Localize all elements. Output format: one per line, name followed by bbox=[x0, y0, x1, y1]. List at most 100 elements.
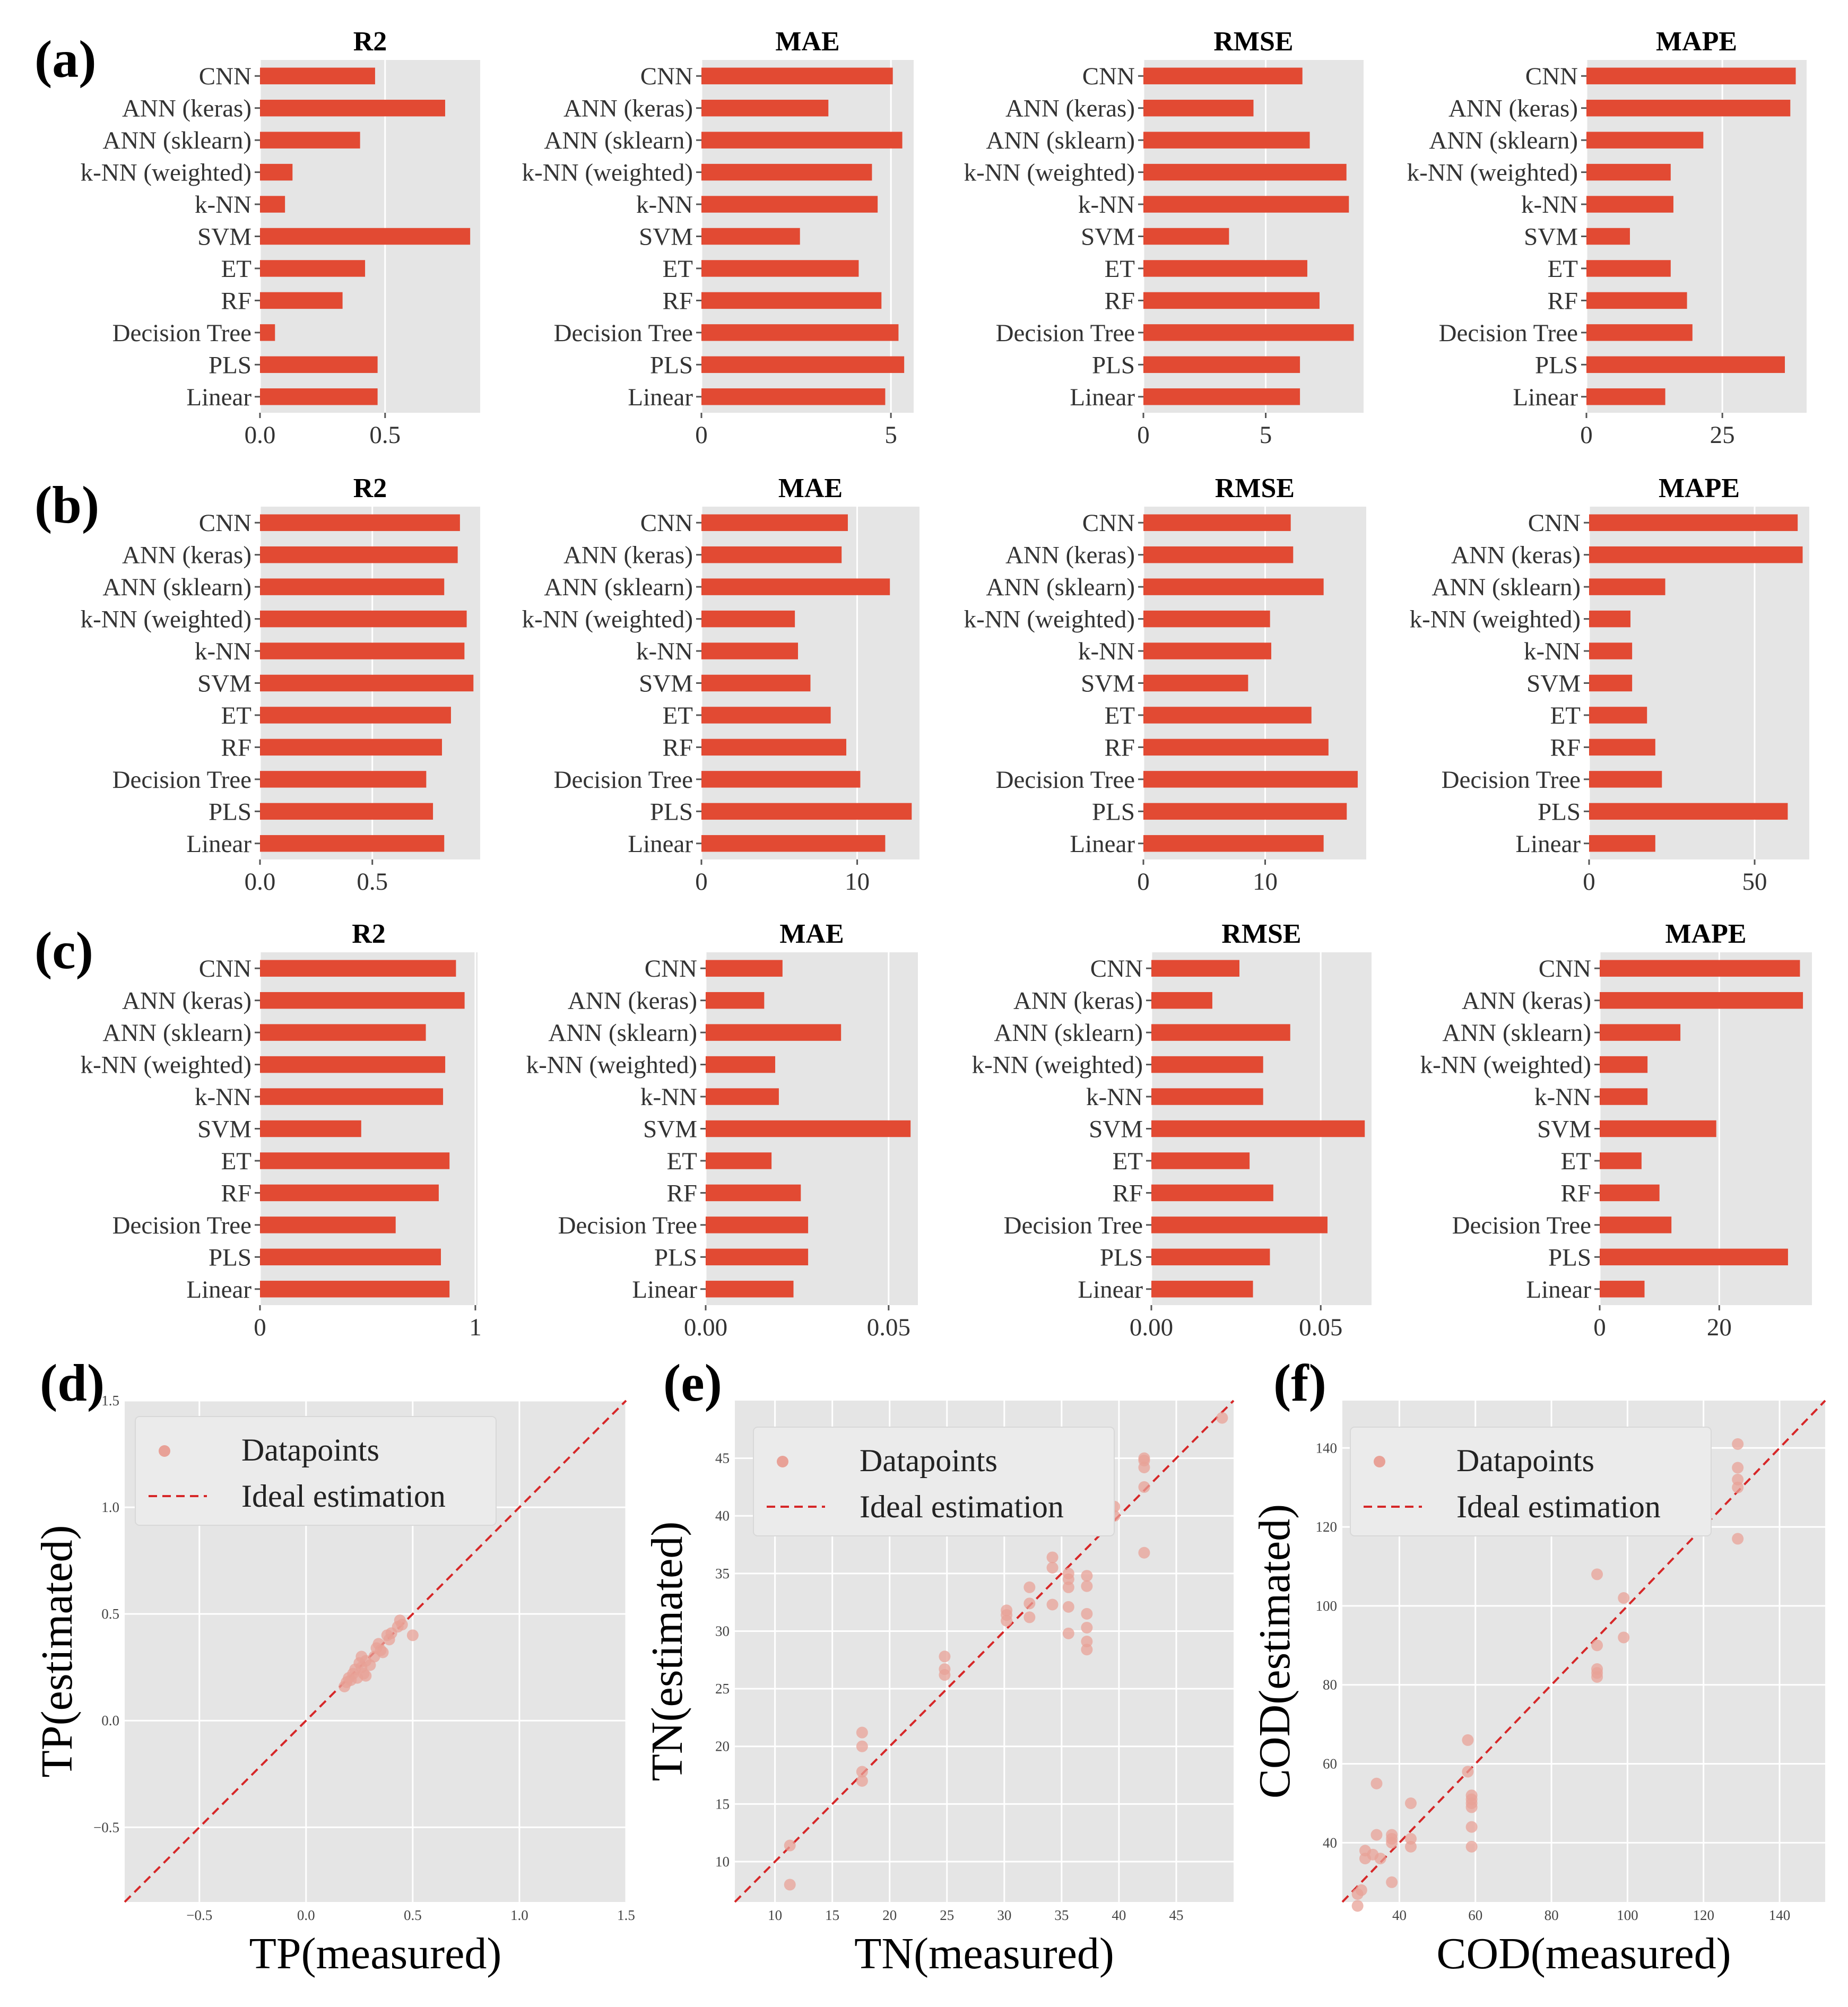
category-label: CNN bbox=[1082, 63, 1135, 90]
category-label: ANN (keras) bbox=[122, 542, 251, 569]
category-label: SVM bbox=[639, 670, 693, 698]
bar bbox=[1589, 578, 1665, 595]
x-tick-label: 60 bbox=[1468, 1907, 1482, 1923]
datapoint bbox=[1062, 1573, 1074, 1585]
category-label: Linear bbox=[1526, 1276, 1591, 1304]
category-label: ANN (keras) bbox=[122, 95, 251, 123]
bar bbox=[260, 1248, 441, 1266]
x-tick-label: 0.0 bbox=[245, 868, 276, 896]
ideal-estimation-line bbox=[1341, 1400, 1826, 1903]
x-tick-label: 0 bbox=[254, 1314, 266, 1341]
category-label: SVM bbox=[1081, 223, 1135, 251]
category-label: k-NN bbox=[636, 638, 693, 665]
category-label: ET bbox=[1550, 702, 1581, 729]
x-tick-label: 120 bbox=[1693, 1907, 1714, 1923]
datapoint bbox=[1591, 1671, 1603, 1683]
legend-ideal-estimation: Ideal estimation bbox=[241, 1479, 446, 1514]
datapoint bbox=[1062, 1581, 1074, 1593]
x-axis-label: TP(measured) bbox=[249, 1929, 502, 1978]
datapoint bbox=[1216, 1412, 1228, 1424]
y-tick-label: 20 bbox=[715, 1739, 730, 1754]
bar bbox=[260, 99, 445, 117]
bar bbox=[1600, 960, 1800, 977]
category-label: CNN bbox=[1525, 63, 1578, 90]
bar bbox=[260, 803, 433, 820]
y-tick-label: 120 bbox=[1316, 1519, 1338, 1535]
bar bbox=[1600, 1281, 1645, 1298]
bar bbox=[1589, 610, 1631, 628]
category-label: SVM bbox=[643, 1116, 697, 1143]
bar bbox=[1151, 1088, 1263, 1105]
bar bbox=[260, 324, 275, 341]
category-label: ANN (sklearn) bbox=[102, 574, 251, 601]
category-label: Decision Tree bbox=[112, 766, 251, 794]
bar bbox=[1143, 292, 1320, 309]
y-tick-label: −0.5 bbox=[93, 1819, 119, 1835]
legend-marker bbox=[1374, 1456, 1385, 1467]
legend-datapoints: Datapoints bbox=[241, 1432, 379, 1467]
x-tick-label: 30 bbox=[997, 1907, 1011, 1923]
bar bbox=[1586, 356, 1785, 373]
x-tick-label: 0 bbox=[1137, 868, 1150, 896]
datapoint bbox=[1062, 1601, 1074, 1613]
x-tick-label: 80 bbox=[1545, 1907, 1559, 1923]
bar bbox=[260, 1184, 439, 1202]
category-label: Linear bbox=[1513, 384, 1578, 411]
bar bbox=[706, 1184, 801, 1202]
subplot-title: R2 bbox=[353, 473, 387, 503]
bar bbox=[701, 514, 848, 531]
x-tick-label: 0.0 bbox=[297, 1907, 315, 1923]
bar bbox=[701, 99, 829, 117]
category-label: Decision Tree bbox=[1442, 766, 1581, 794]
category-label: ANN (keras) bbox=[1005, 542, 1135, 569]
bar bbox=[706, 1056, 776, 1073]
bar bbox=[706, 1281, 794, 1298]
subplot-c-mae: CNN ANN (keras) ANN (sklearn) k-NN (weighte… bbox=[526, 919, 918, 1341]
x-tick-label: 0.00 bbox=[684, 1314, 727, 1341]
y-tick-label: 0.0 bbox=[101, 1713, 119, 1728]
x-tick-label: 40 bbox=[1112, 1907, 1126, 1923]
subplot-c-mape: CNN ANN (keras) ANN (sklearn) k-NN (weighte… bbox=[1420, 919, 1812, 1341]
category-label: Linear bbox=[1070, 830, 1135, 858]
bar bbox=[1600, 1184, 1660, 1202]
category-label: RF bbox=[663, 287, 693, 315]
bar bbox=[701, 642, 799, 659]
x-tick-label: 20 bbox=[1707, 1314, 1732, 1341]
bar bbox=[1586, 99, 1791, 117]
bar bbox=[260, 610, 467, 628]
legend-datapoints: Datapoints bbox=[1456, 1443, 1594, 1478]
category-label: PLS bbox=[1092, 798, 1135, 826]
datapoint bbox=[396, 1619, 408, 1631]
bar bbox=[260, 771, 427, 788]
bar bbox=[701, 163, 872, 181]
x-tick-label: 0.5 bbox=[369, 421, 401, 449]
category-label: CNN bbox=[645, 955, 697, 983]
datapoint bbox=[1732, 1438, 1744, 1450]
category-label: ET bbox=[667, 1148, 697, 1175]
bar bbox=[260, 1088, 444, 1105]
category-label: RF bbox=[221, 734, 252, 761]
bar bbox=[1589, 546, 1803, 563]
category-label: Linear bbox=[628, 384, 693, 411]
bar bbox=[1600, 1056, 1648, 1073]
x-axis-label: TN(measured) bbox=[854, 1929, 1114, 1978]
datapoint bbox=[784, 1879, 796, 1891]
category-label: RF bbox=[1548, 287, 1578, 315]
bar bbox=[1143, 514, 1291, 531]
category-label: PLS bbox=[209, 1244, 251, 1271]
category-label: CNN bbox=[199, 63, 251, 90]
datapoint bbox=[1618, 1631, 1630, 1644]
x-tick-label: 10 bbox=[845, 868, 870, 896]
subplot-b-mape: CNN ANN (keras) ANN (sklearn) k-NN (weighte… bbox=[1410, 473, 1809, 896]
datapoint bbox=[856, 1740, 868, 1752]
y-axis-label: TN(estimated) bbox=[643, 1522, 692, 1782]
category-label: Linear bbox=[1078, 1276, 1143, 1304]
category-label: k-NN (weighted) bbox=[81, 159, 251, 187]
category-label: PLS bbox=[1538, 798, 1581, 826]
x-tick-label: 0 bbox=[1583, 868, 1595, 896]
bar bbox=[701, 674, 811, 692]
datapoint bbox=[1386, 1876, 1398, 1888]
x-tick-label: 100 bbox=[1617, 1907, 1638, 1923]
category-label: CNN bbox=[1082, 509, 1135, 537]
